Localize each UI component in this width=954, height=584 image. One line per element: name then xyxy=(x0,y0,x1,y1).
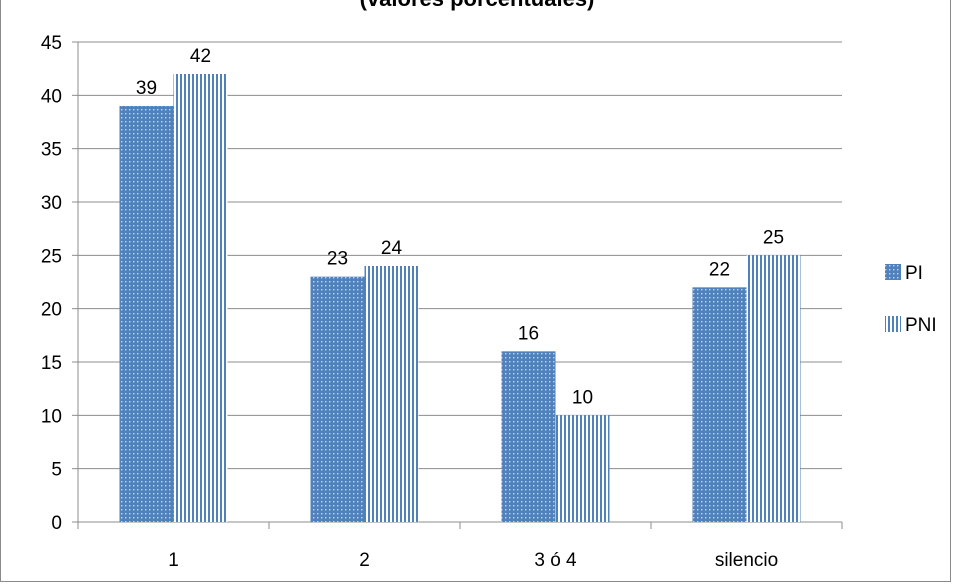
y-tick-label: 10 xyxy=(41,406,62,427)
legend-label-pni: PNI xyxy=(905,315,937,336)
bar-pi xyxy=(501,351,556,522)
data-label: 25 xyxy=(763,227,784,248)
data-labels: 39 42 23 24 16 10 22 25 xyxy=(136,46,784,408)
bar-pni xyxy=(555,415,610,522)
chart-title: (valores porcentuales) xyxy=(0,0,954,12)
bars xyxy=(119,74,801,523)
x-tick-label: 1 xyxy=(168,550,179,571)
y-tick-label: 5 xyxy=(51,460,62,481)
x-tick-label: silencio xyxy=(715,550,778,571)
data-label: 23 xyxy=(327,249,348,270)
bar-pni xyxy=(746,255,801,523)
data-label: 39 xyxy=(136,78,157,99)
data-label: 16 xyxy=(518,323,539,344)
y-tick-label: 30 xyxy=(41,193,62,214)
legend-swatch-pi xyxy=(885,264,901,280)
bar-pi xyxy=(310,276,365,522)
data-label: 42 xyxy=(190,46,211,67)
y-tick-label: 0 xyxy=(51,513,62,534)
legend: PI PNI xyxy=(885,263,937,336)
axes: 0 5 10 15 20 25 30 35 40 45 1 2 3 ó 4 silencio xyxy=(41,33,843,571)
y-tick-label: 35 xyxy=(41,140,62,161)
legend-swatch-pni xyxy=(885,316,901,332)
data-label: 24 xyxy=(381,238,403,259)
x-tick-label: 3 ó 4 xyxy=(534,550,577,571)
bar-pni xyxy=(364,266,419,522)
bar-pi xyxy=(119,106,174,522)
bar-pni xyxy=(173,74,228,522)
y-tick-label: 20 xyxy=(41,300,62,321)
legend-label-pi: PI xyxy=(905,263,923,284)
data-label: 22 xyxy=(709,259,730,280)
x-tick-label: 2 xyxy=(359,550,370,571)
bar-pi xyxy=(692,287,747,522)
y-tick-label: 15 xyxy=(41,353,62,374)
y-tick-label: 40 xyxy=(41,86,62,107)
y-tick-label: 25 xyxy=(41,246,62,267)
y-tick-label: 45 xyxy=(41,33,62,54)
data-label: 10 xyxy=(572,387,593,408)
